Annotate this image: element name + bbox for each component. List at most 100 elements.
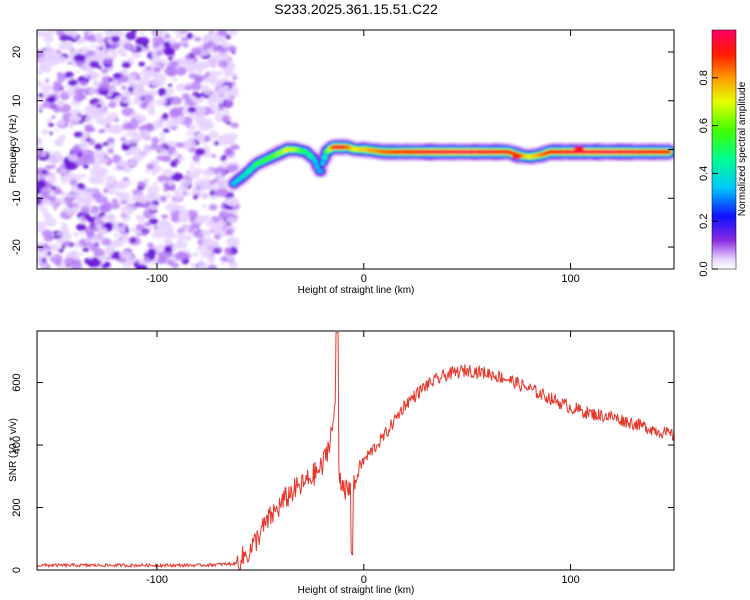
noise-speckle [165,105,171,109]
x-tick-label: -100 [146,273,168,285]
noise-speckle [100,238,112,246]
noise-speckle [91,178,98,184]
noise-speckle [136,233,141,237]
noise-speckle [160,155,172,163]
noise-speckle [129,102,135,106]
noise-speckle [117,168,122,172]
noise-speckle [147,248,157,257]
noise-speckle [190,262,195,266]
spectrogram-y-axis: 20 10 0 -10 -20 [11,46,674,255]
noise-speckle [155,32,161,37]
noise-speckle [40,206,48,214]
noise-speckle [197,72,203,75]
noise-speckle [111,35,121,43]
noise-speckle [37,169,42,175]
noise-speckle [41,31,50,38]
noise-speckle [195,148,206,156]
noise-speckle [223,148,235,157]
noise-speckle [84,90,89,95]
x-tick-label: 100 [561,574,579,586]
noise-speckle [210,63,218,69]
noise-speckle [113,233,120,238]
noise-speckle [228,261,238,269]
noise-speckle [199,257,204,261]
noise-speckle [37,176,40,181]
noise-speckle [76,224,82,228]
noise-speckle [83,31,89,35]
noise-speckle [105,213,115,222]
noise-speckle [159,131,165,137]
noise-speckle [161,168,174,178]
noise-speckle [151,80,159,87]
y-tick-label: 600 [11,373,23,391]
noise-speckle [166,94,172,99]
noise-speckle [140,69,152,78]
noise-speckle [82,164,89,169]
noise-speckle [37,226,42,233]
noise-speckle [223,110,230,117]
noise-speckle [52,84,62,93]
noise-speckle [220,41,230,48]
ridge-cell [320,160,325,166]
noise-speckle [95,38,104,44]
noise-speckle [82,247,90,252]
noise-speckle [163,41,171,48]
noise-speckle [207,256,216,264]
noise-speckle [175,34,182,39]
spectrogram-plot-area [37,30,674,269]
noise-speckle [190,81,202,91]
noise-speckle [131,30,137,34]
noise-speckle [208,204,218,211]
noise-speckle [163,47,175,56]
noise-speckle [162,113,169,119]
noise-speckle [120,205,135,215]
noise-speckle [99,128,106,134]
noise-speckle [158,219,169,228]
noise-speckle [66,202,72,207]
noise-speckle [227,162,231,166]
noise-speckle [58,248,64,253]
noise-speckle [73,53,86,63]
noise-speckle [158,138,166,144]
noise-speckle [41,258,47,263]
noise-speckle [64,71,74,79]
noise-speckle [204,151,212,158]
snr-series-line [37,332,674,570]
noise-speckle [117,179,129,189]
noise-speckle [183,139,196,148]
noise-speckle [120,137,126,142]
noise-speckle [106,112,119,122]
noise-speckle [67,61,73,65]
noise-speckle [37,104,43,110]
y-tick-label: 200 [11,498,23,516]
noise-speckle [99,97,104,103]
noise-speckle [132,46,137,51]
noise-speckle [37,138,42,145]
noise-speckle [108,86,117,93]
noise-speckle [195,119,205,126]
y-tick-label: 20 [11,46,23,58]
noise-speckle [180,179,191,187]
noise-speckle [37,186,42,195]
noise-speckle [74,88,84,95]
noise-speckle [89,243,99,252]
noise-speckle [46,251,52,256]
noise-speckle [76,38,84,45]
noise-speckle [153,67,162,73]
noise-speckle [226,236,240,246]
noise-speckle [186,170,190,174]
noise-speckle [165,202,180,212]
noise-speckle [207,264,218,269]
noise-speckle [136,203,142,208]
noise-speckle [73,131,83,138]
noise-speckle [38,62,47,71]
noise-speckle [120,199,128,205]
noise-speckle [44,235,53,242]
noise-speckle [46,118,53,124]
noise-speckle [100,68,109,74]
noise-speckle-layer [37,30,241,269]
noise-speckle [58,41,73,51]
noise-speckle [40,84,52,92]
noise-speckle [192,252,199,257]
noise-speckle [50,254,56,258]
